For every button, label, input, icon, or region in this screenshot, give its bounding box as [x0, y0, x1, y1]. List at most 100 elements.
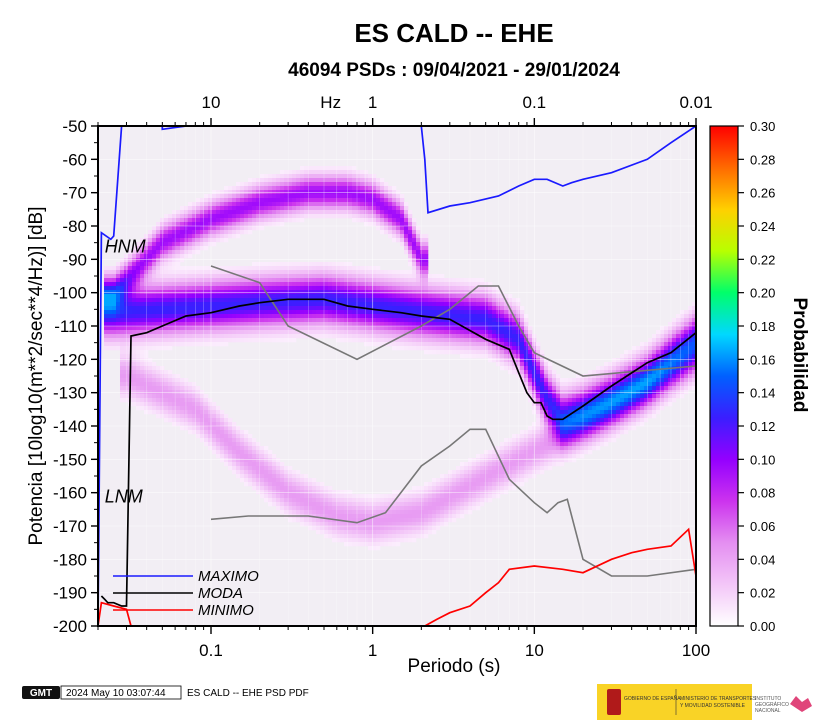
density-cell [476, 322, 481, 327]
density-cell [344, 538, 349, 543]
density-cell [172, 418, 177, 423]
density-cell [176, 410, 181, 415]
density-cell [208, 290, 213, 295]
density-cell [580, 394, 585, 399]
density-cell [380, 314, 385, 319]
density-cell [244, 474, 249, 479]
density-cell [168, 266, 173, 271]
density-cell [320, 290, 325, 295]
density-cell [392, 218, 397, 223]
density-cell [304, 314, 309, 319]
density-cell [328, 290, 333, 295]
density-cell [352, 514, 357, 519]
density-cell [244, 446, 249, 451]
density-cell [332, 334, 337, 339]
density-cell [464, 306, 469, 311]
density-cell [324, 274, 329, 279]
density-cell [484, 498, 489, 503]
density-cell [368, 290, 373, 295]
density-cell [168, 370, 173, 375]
density-cell [208, 218, 213, 223]
density-cell [272, 174, 277, 179]
density-cell [332, 262, 337, 267]
density-cell [380, 522, 385, 527]
density-cell [440, 518, 445, 523]
density-cell [320, 522, 325, 527]
density-cell [536, 342, 541, 347]
density-cell [376, 282, 381, 287]
density-cell [520, 454, 525, 459]
density-cell [404, 226, 409, 231]
density-cell [588, 390, 593, 395]
density-cell [260, 310, 265, 315]
density-cell [460, 282, 465, 287]
density-cell [212, 274, 217, 279]
density-cell [304, 274, 309, 279]
density-cell [236, 198, 241, 203]
density-cell [300, 182, 305, 187]
density-cell [280, 178, 285, 183]
density-cell [456, 338, 461, 343]
density-cell [348, 310, 353, 315]
density-cell [328, 206, 333, 211]
density-cell [340, 498, 345, 503]
density-cell [140, 370, 145, 375]
density-cell [344, 518, 349, 523]
density-cell [376, 206, 381, 211]
density-cell [144, 294, 149, 299]
density-cell [272, 490, 277, 495]
density-cell [388, 222, 393, 227]
density-cell [156, 410, 161, 415]
density-cell [384, 518, 389, 523]
density-cell [400, 242, 405, 247]
density-cell [156, 234, 161, 239]
density-cell [612, 366, 617, 371]
density-cell [408, 302, 413, 307]
density-cell [344, 294, 349, 299]
density-cell [372, 326, 377, 331]
density-cell [172, 282, 177, 287]
density-cell [452, 338, 457, 343]
density-cell [396, 510, 401, 515]
density-cell [332, 526, 337, 531]
density-cell [196, 214, 201, 219]
density-cell [544, 450, 549, 455]
density-cell [292, 482, 297, 487]
density-cell [368, 330, 373, 335]
density-cell [424, 254, 429, 259]
density-cell [176, 238, 181, 243]
density-cell [264, 466, 269, 471]
density-cell [488, 498, 493, 503]
density-cell [440, 514, 445, 519]
density-cell [168, 406, 173, 411]
density-cell [296, 194, 301, 199]
density-cell [484, 346, 489, 351]
density-cell [268, 490, 273, 495]
density-cell [320, 518, 325, 523]
density-cell [204, 342, 209, 347]
density-cell [524, 366, 529, 371]
density-cell [232, 290, 237, 295]
density-cell [476, 498, 481, 503]
density-cell [496, 458, 501, 463]
density-cell [296, 218, 301, 223]
density-cell [336, 318, 341, 323]
density-cell [248, 218, 253, 223]
density-cell [320, 498, 325, 503]
density-cell [428, 482, 433, 487]
density-cell [420, 266, 425, 271]
density-cell [452, 510, 457, 515]
density-cell [244, 290, 249, 295]
density-cell [380, 210, 385, 215]
density-cell [132, 394, 137, 399]
density-cell [332, 502, 337, 507]
density-cell [176, 290, 181, 295]
density-cell [624, 406, 629, 411]
density-cell [296, 274, 301, 279]
density-cell [596, 446, 601, 451]
density-cell [156, 406, 161, 411]
density-cell [304, 278, 309, 283]
density-cell [404, 214, 409, 219]
density-cell [580, 434, 585, 439]
density-cell [292, 470, 297, 475]
